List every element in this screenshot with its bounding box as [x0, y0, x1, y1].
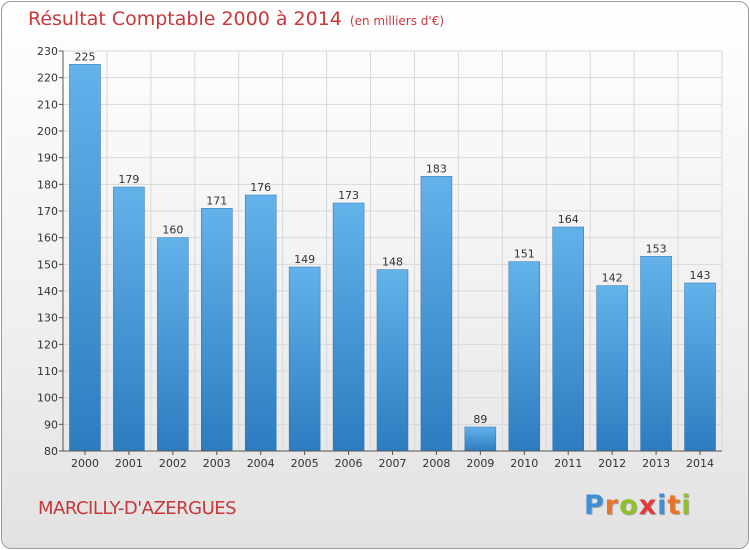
- bar-2000: [69, 64, 101, 452]
- bar-2012: [596, 285, 628, 452]
- y-tick-label: 180: [37, 178, 58, 191]
- y-tick-label: 220: [37, 72, 58, 85]
- bar-2007: [376, 269, 409, 452]
- y-tick-label: 230: [37, 45, 58, 58]
- logo-letter: o: [619, 490, 639, 521]
- x-tick-label: 2011: [554, 457, 582, 470]
- y-tick-label: 100: [37, 392, 58, 405]
- data-label: 143: [690, 269, 711, 282]
- y-tick-label: 190: [37, 152, 58, 165]
- x-tick-label: 2003: [203, 457, 231, 470]
- bars: 225 179 160 171 176 149 173 148 183 89 151 164 142 15…: [69, 50, 716, 452]
- x-tick-label: 2006: [335, 457, 363, 470]
- data-label: 171: [206, 194, 227, 207]
- bar-2013: [640, 256, 672, 452]
- chart-title-main: Résultat Comptable 2000 à 2014: [28, 8, 342, 30]
- bar-2004: [244, 194, 277, 452]
- logo-letter: i: [681, 490, 692, 521]
- bar-2005: [288, 266, 321, 452]
- y-tick-label: 80: [44, 445, 58, 458]
- data-label: 173: [338, 189, 359, 202]
- x-tick-label: 2008: [422, 457, 450, 470]
- bar-2009: [464, 426, 497, 452]
- y-tick-label: 170: [37, 205, 58, 218]
- x-tick-label: 2010: [510, 457, 538, 470]
- data-label: 164: [558, 213, 579, 226]
- x-tick-label: 2012: [598, 457, 626, 470]
- bar-2002: [157, 237, 189, 452]
- data-label: 183: [426, 162, 447, 175]
- data-label: 225: [74, 50, 95, 63]
- y-tick-label: 160: [37, 232, 58, 245]
- x-tick-label: 2013: [642, 457, 670, 470]
- y-tick-label: 120: [37, 338, 58, 351]
- x-tick-label: 2004: [247, 457, 275, 470]
- x-tick-label: 2002: [159, 457, 187, 470]
- bar-2011: [552, 226, 584, 452]
- logo-letter: x: [638, 490, 658, 521]
- proxiti-logo: Proxiti: [584, 490, 692, 521]
- data-label: 179: [118, 173, 139, 186]
- y-tick-label: 210: [37, 98, 58, 111]
- x-tick-label: 2014: [686, 457, 714, 470]
- data-label: 142: [602, 272, 623, 285]
- data-label: 89: [473, 413, 487, 426]
- x-tick-label: 2007: [379, 457, 407, 470]
- x-tick-label: 2001: [115, 457, 143, 470]
- chart-title-unit: (en milliers d'€): [349, 14, 445, 28]
- data-label: 153: [646, 242, 667, 255]
- y-tick-label: 200: [37, 125, 58, 138]
- data-label: 176: [250, 181, 271, 194]
- data-label: 149: [294, 253, 315, 266]
- logo-letter: P: [584, 490, 605, 521]
- chart-title: Résultat Comptable 2000 à 2014 (en millie…: [28, 8, 444, 30]
- data-label: 160: [162, 224, 183, 237]
- bar-2003: [201, 208, 233, 452]
- y-tick-label: 130: [37, 312, 58, 325]
- logo-letter: r: [604, 490, 620, 521]
- logo-letter: t: [667, 490, 682, 521]
- bar-2010: [508, 261, 541, 452]
- y-tick-label: 90: [44, 418, 58, 431]
- logo-letter: i: [657, 490, 668, 521]
- data-label: 148: [382, 256, 403, 269]
- city-name: MARCILLY-D'AZERGUES: [38, 498, 237, 519]
- x-tick-label: 2009: [466, 457, 494, 470]
- y-tick-label: 110: [37, 365, 58, 378]
- y-tick-label: 150: [37, 258, 58, 271]
- bar-2014: [684, 282, 716, 452]
- data-label: 151: [514, 248, 535, 261]
- x-tick-label: 2000: [71, 457, 99, 470]
- y-tick-label: 140: [37, 285, 58, 298]
- x-tick-label: 2005: [291, 457, 319, 470]
- bar-2008: [420, 176, 453, 452]
- axes: 80 90 100 110 120 130 140 150 160 170 180 190 200 210…: [37, 45, 722, 470]
- bar-2006: [332, 202, 365, 452]
- bar-2001: [113, 186, 145, 452]
